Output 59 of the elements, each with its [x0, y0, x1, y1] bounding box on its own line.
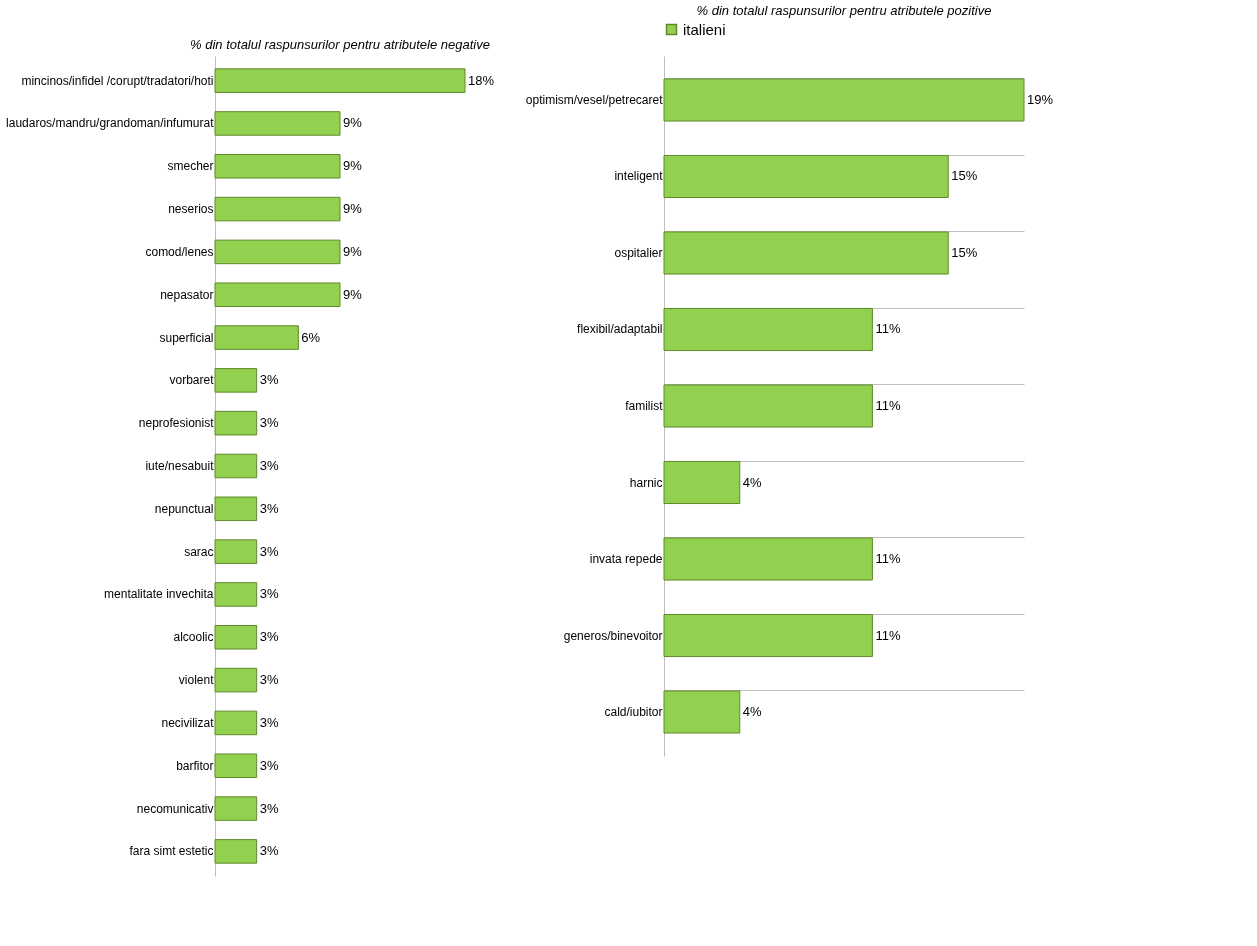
data-label: 11%	[875, 321, 901, 337]
y-tick-label: familist	[625, 399, 664, 413]
data-label: 3%	[259, 714, 279, 730]
y-tick-label: necivilizat	[161, 715, 215, 730]
y-tick-label: optimism/vesel/petrecaret	[525, 92, 664, 107]
legend-label: italieni	[683, 20, 726, 38]
data-label: 11%	[875, 398, 901, 413]
data-label: 3%	[259, 458, 279, 473]
data-label: 9%	[343, 158, 363, 174]
y-tick-label: violent	[178, 673, 215, 688]
chart-title: % din totalul raspunsurilor pentru atributele negative	[190, 37, 490, 52]
data-label: 11%	[875, 551, 901, 567]
y-tick-label: smecher	[167, 159, 214, 174]
data-label: 11%	[875, 627, 901, 643]
y-tick-label: inteligent	[614, 169, 664, 184]
data-label: 3%	[259, 500, 279, 516]
y-tick-label: neserios	[168, 202, 214, 217]
data-label: 15%	[951, 244, 978, 260]
data-label: 3%	[259, 586, 279, 602]
data-label: 9%	[343, 243, 363, 259]
data-label: 6%	[301, 329, 321, 345]
data-label: 9%	[343, 201, 363, 217]
data-label: 3%	[259, 757, 279, 773]
data-label: 9%	[343, 286, 363, 302]
y-tick-label: invata repede	[589, 552, 663, 567]
data-label: 3%	[259, 415, 279, 431]
y-tick-label: flexibil/adaptabil	[577, 322, 663, 337]
y-tick-label: barfitor	[176, 758, 214, 773]
y-tick-label: comod/lenes	[145, 244, 214, 259]
y-tick-label: nepunctual	[154, 501, 214, 516]
y-tick-label: harnic	[629, 475, 663, 490]
chart-title: % din totalul raspunsurilor pentru atributele pozitive	[696, 3, 992, 18]
data-label: 3%	[259, 843, 279, 859]
y-tick-label: mentalitate invechita	[104, 587, 214, 602]
data-label: 3%	[259, 800, 279, 816]
y-tick-label: sarac	[184, 544, 214, 559]
y-tick-label: vorbaret	[169, 373, 215, 388]
y-tick-label: laudaros/mandru/grandoman/infumurat	[6, 116, 215, 131]
y-tick-label: neprofesionist	[138, 416, 215, 431]
data-label: 3%	[259, 672, 279, 688]
y-tick-label: cald/iubitor	[604, 705, 663, 720]
data-label: 9%	[343, 115, 363, 131]
data-label: 19%	[1027, 91, 1054, 107]
data-label: 3%	[259, 372, 279, 388]
y-tick-label: necomunicativ	[136, 801, 214, 816]
y-tick-label: iute/nesabuit	[145, 459, 215, 473]
y-tick-label: ospitalier	[614, 245, 663, 260]
data-label: 15%	[951, 168, 978, 184]
y-tick-label: alcoolic	[173, 630, 214, 645]
data-label: 4%	[742, 704, 763, 720]
y-tick-label: mincinos/infidel /corupt/tradatori/hoti	[21, 73, 214, 88]
data-label: 3%	[259, 543, 279, 559]
data-label: 4%	[742, 474, 763, 490]
y-tick-label: superficial	[159, 330, 214, 345]
y-tick-label: nepasator	[160, 287, 214, 302]
y-tick-label: fara simt estetic	[129, 844, 214, 859]
data-label: 18%	[468, 72, 495, 88]
data-label: 3%	[259, 629, 279, 645]
y-tick-label: generos/binevoitor	[563, 628, 663, 643]
